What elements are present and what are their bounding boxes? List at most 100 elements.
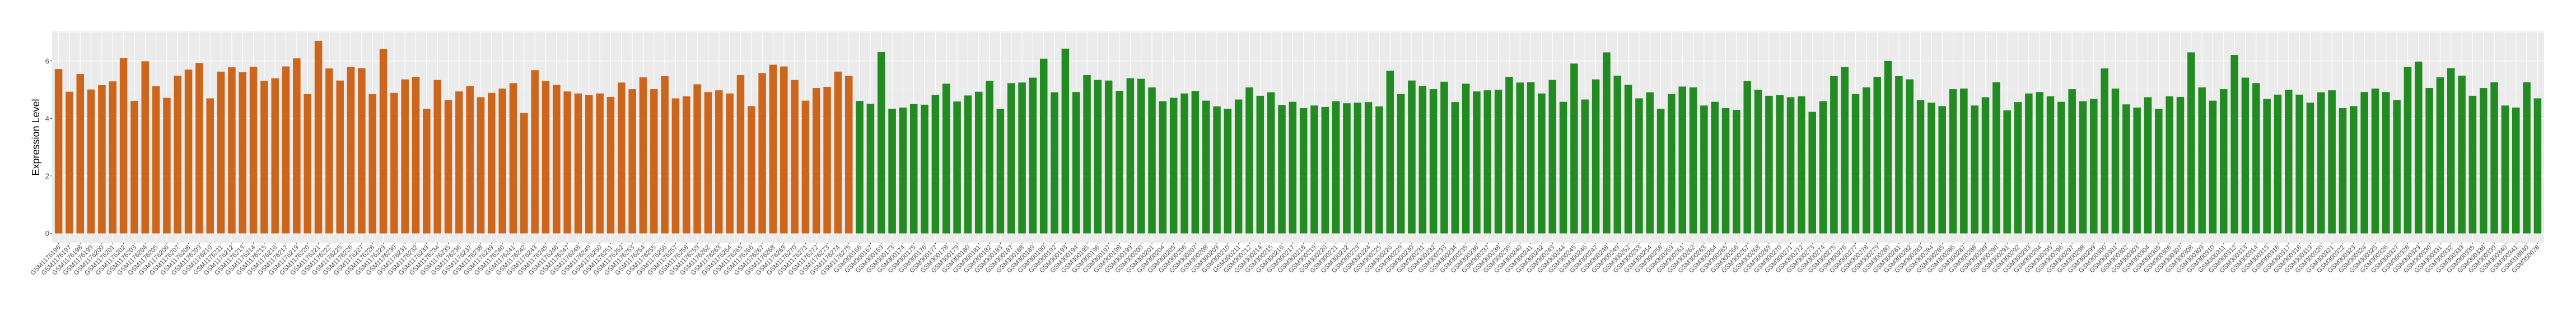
bar-GSM1176199 xyxy=(87,89,95,234)
bar-GSM300298 xyxy=(2079,101,2087,234)
bar-GSM1176203 xyxy=(130,101,138,234)
bar-GSM300192 xyxy=(1051,92,1058,234)
bar-GSM300232 xyxy=(1429,89,1438,234)
bar-GSM1176239 xyxy=(488,92,496,234)
bar-GSM1176207 xyxy=(174,75,182,234)
bar-GSM300289 xyxy=(1981,97,1990,234)
bar-GSM300326 xyxy=(2382,92,2390,234)
y-tick-label: 6 xyxy=(45,57,49,65)
bar-GSM300219 xyxy=(1310,105,1318,234)
bar-GSM300319 xyxy=(2306,103,2314,234)
bar-GSM300230 xyxy=(1408,80,1416,234)
bar-GSM1176271 xyxy=(801,100,810,234)
bar-GSM300177 xyxy=(931,95,940,234)
bar-GSM1176197 xyxy=(66,91,73,234)
bar-GSM300266 xyxy=(1733,110,1740,234)
bar-GSM300238 xyxy=(1494,90,1502,234)
bar-GSM1176231 xyxy=(401,79,409,234)
bar-GSM1176226 xyxy=(347,67,355,234)
bar-GSM1176268 xyxy=(769,64,777,234)
bar-GSM318840 xyxy=(2523,82,2531,234)
bar-GSM1176211 xyxy=(217,71,225,234)
bar-GSM300173 xyxy=(888,108,896,234)
y-axis-title: Expression Level xyxy=(30,99,41,175)
bar-GSM300329 xyxy=(2414,61,2423,234)
bar-GSM300285 xyxy=(1938,106,1946,234)
bar-GSM300237 xyxy=(1483,90,1492,234)
bar-GSM1176230 xyxy=(390,92,398,234)
bar-GSM1176208 xyxy=(184,69,193,234)
bar-GSM300189 xyxy=(1029,77,1037,234)
bar-GSM1176253 xyxy=(628,89,636,234)
bar-GSM300261 xyxy=(1678,86,1687,234)
bar-GSM1176228 xyxy=(368,94,376,234)
bar-GSM1176214 xyxy=(249,67,258,234)
bar-GSM300309 xyxy=(2198,87,2206,234)
bar-GSM300294 xyxy=(2036,92,2043,234)
bar-GSM300288 xyxy=(1971,105,1978,234)
bar-GSM300262 xyxy=(1689,87,1697,234)
bar-GSM300331 xyxy=(2436,77,2444,234)
bar-GSM1176200 xyxy=(98,85,106,234)
bar-GSM300324 xyxy=(2360,92,2368,234)
bar-GSM300244 xyxy=(1559,101,1567,234)
bar-GSM1176266 xyxy=(748,106,755,234)
bar-GSM300212 xyxy=(1245,87,1253,234)
bar-GSM1176269 xyxy=(780,66,788,234)
bar-GSM300236 xyxy=(1473,91,1481,234)
bar-GSM300225 xyxy=(1375,106,1383,234)
bar-GSM1176243 xyxy=(531,70,539,234)
bar-GSM300222 xyxy=(1343,103,1351,234)
bar-GSM300304 xyxy=(2144,97,2152,234)
bar-GSM300179 xyxy=(953,101,961,234)
bar-GSM300214 xyxy=(1256,95,1264,234)
bar-GSM300302 xyxy=(2122,104,2130,234)
bar-GSM300267 xyxy=(1743,81,1752,234)
bar-GSM300290 xyxy=(1992,82,2000,234)
bar-GSM1176217 xyxy=(282,66,290,234)
bar-GSM300315 xyxy=(2263,99,2271,234)
bar-GSM300332 xyxy=(2447,68,2455,234)
bar-GSM300282 xyxy=(1906,79,1914,234)
bar-GSM1176248 xyxy=(574,93,582,234)
bar-GSM300325 xyxy=(2371,89,2379,234)
bar-GSM300281 xyxy=(1895,76,1903,234)
bar-GSM300311 xyxy=(2220,89,2228,234)
bar-GSM300300 xyxy=(2101,68,2108,234)
bar-GSM300274 xyxy=(1819,101,1827,234)
bar-GSM300322 xyxy=(2339,108,2347,234)
bar-GSM300195 xyxy=(1083,75,1091,234)
bar-GSM1176270 xyxy=(791,80,799,234)
bar-GSM1176254 xyxy=(639,77,647,234)
bar-GSM300312 xyxy=(2230,55,2238,234)
bar-GSM300270 xyxy=(1776,95,1784,234)
bar-GSM1176205 xyxy=(152,86,160,234)
bar-GSM300296 xyxy=(2057,101,2065,234)
bar-GSM1176236 xyxy=(455,91,463,234)
bar-GSM300242 xyxy=(1538,93,1546,234)
bar-GSM300207 xyxy=(1191,91,1200,234)
bar-GSM1176234 xyxy=(433,80,441,234)
bar-GSM1176240 xyxy=(498,89,506,234)
bar-GSM1176275 xyxy=(844,76,853,234)
bar-GSM300286 xyxy=(1949,89,1957,234)
bar-GSM300335 xyxy=(2468,95,2477,234)
bar-GSM1176212 xyxy=(228,67,236,234)
bar-GSM300167 xyxy=(866,104,875,234)
bar-GSM1176262 xyxy=(704,92,712,234)
bar-GSM300277 xyxy=(1851,94,1860,234)
bar-GSM300224 xyxy=(1364,102,1373,234)
bar-GSM1176264 xyxy=(726,93,734,234)
bar-GSM1176237 xyxy=(466,86,474,234)
bar-GSM300248 xyxy=(1603,52,1611,234)
bar-GSM300204 xyxy=(1159,101,1167,234)
bar-GSM300310 xyxy=(2209,100,2217,234)
bar-GSM1176247 xyxy=(563,91,571,234)
bar-GSM1176273 xyxy=(823,86,831,234)
bar-GSM300174 xyxy=(899,107,907,234)
bar-GSM300297 xyxy=(2068,89,2076,234)
bar-GSM1176246 xyxy=(553,85,561,234)
x-axis: GSM1176196GSM1176197GSM1176198GSM1176199… xyxy=(30,243,2541,277)
bars xyxy=(54,40,2542,234)
